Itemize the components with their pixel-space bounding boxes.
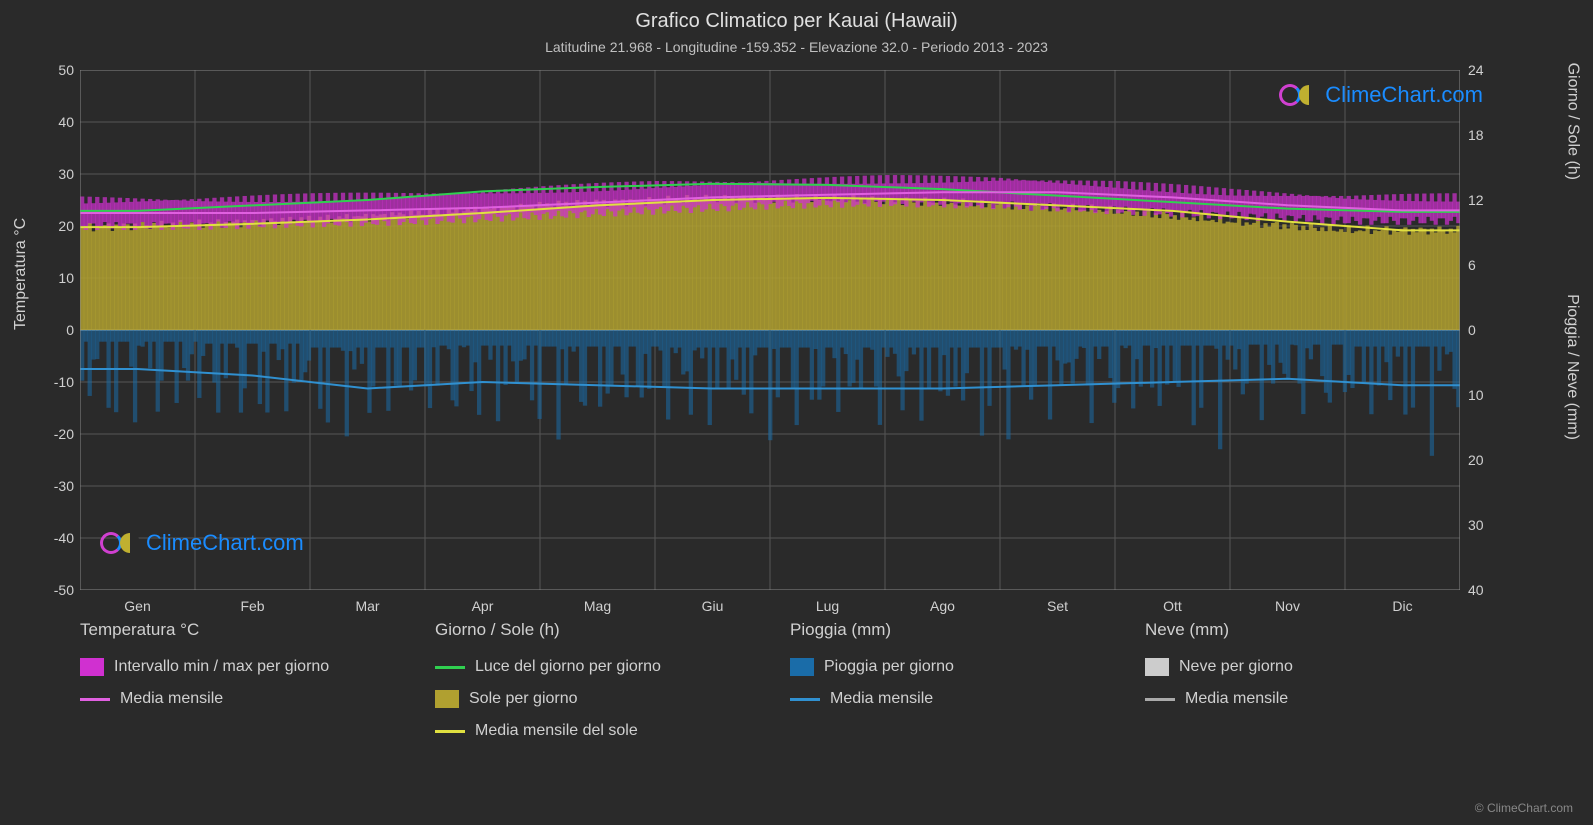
legend-label: Neve per giorno	[1179, 658, 1293, 676]
left-tick: -20	[34, 426, 74, 442]
left-tick: -30	[34, 478, 74, 494]
legend-swatch	[790, 698, 820, 701]
month-tick: Apr	[433, 598, 533, 614]
legend-item: Pioggia per giorno	[790, 658, 1145, 676]
right-tick-mm: 40	[1468, 582, 1508, 598]
month-tick: Giu	[663, 598, 763, 614]
right-tick-mm: 30	[1468, 517, 1508, 533]
legend-label: Media mensile	[120, 690, 223, 708]
month-tick: Ago	[893, 598, 993, 614]
legend-swatch	[435, 730, 465, 733]
legend-swatch	[80, 658, 104, 676]
month-tick: Nov	[1238, 598, 1338, 614]
chart-title: Grafico Climatico per Kauai (Hawaii)	[0, 0, 1593, 33]
plot-area	[80, 70, 1460, 590]
left-tick: 40	[34, 114, 74, 130]
legend-item: Media mensile	[790, 690, 1145, 708]
left-axis-label: Temperatura °C	[12, 218, 30, 330]
legend-label: Intervallo min / max per giorno	[114, 658, 329, 676]
month-tick: Gen	[88, 598, 188, 614]
legend-swatch	[1145, 658, 1169, 676]
legend-label: Media mensile	[1185, 690, 1288, 708]
legend-column: Temperatura °C Intervallo min / max per g…	[80, 620, 435, 740]
legend-swatch	[80, 698, 110, 701]
climate-chart: Grafico Climatico per Kauai (Hawaii) Lat…	[0, 0, 1593, 825]
legend-item: Media mensile	[80, 690, 435, 708]
legend-label: Pioggia per giorno	[824, 658, 954, 676]
plot-svg	[80, 70, 1460, 590]
legend-column: Pioggia (mm) Pioggia per giorno Media mens…	[790, 620, 1145, 740]
left-tick: 50	[34, 62, 74, 78]
legend-item: Neve per giorno	[1145, 658, 1500, 676]
legend-column: Neve (mm) Neve per giorno Media mensile	[1145, 620, 1500, 740]
left-tick: -10	[34, 374, 74, 390]
right-tick-hours: 6	[1468, 257, 1508, 273]
legend-header: Giorno / Sole (h)	[435, 620, 790, 640]
left-tick: 20	[34, 218, 74, 234]
right-axis-top-label: Giorno / Sole (h)	[1563, 63, 1581, 180]
legend-label: Luce del giorno per giorno	[475, 658, 661, 676]
month-tick: Lug	[778, 598, 878, 614]
left-tick: 30	[34, 166, 74, 182]
right-tick-hours: 12	[1468, 192, 1508, 208]
legend-item: Media mensile del sole	[435, 722, 790, 740]
month-tick: Ott	[1123, 598, 1223, 614]
right-tick-mm: 20	[1468, 452, 1508, 468]
legend-swatch	[1145, 698, 1175, 701]
right-tick-hours: 0	[1468, 322, 1508, 338]
logo-circle-icon	[1279, 84, 1301, 106]
legend-label: Media mensile	[830, 690, 933, 708]
left-tick: -40	[34, 530, 74, 546]
month-tick: Mar	[318, 598, 418, 614]
left-tick: 0	[34, 322, 74, 338]
legend: Temperatura °C Intervallo min / max per g…	[80, 620, 1500, 740]
watermark-text: ClimeChart.com	[146, 530, 304, 556]
watermark-bottom-left: ClimeChart.com	[100, 530, 304, 556]
legend-item: Media mensile	[1145, 690, 1500, 708]
right-tick-hours: 24	[1468, 62, 1508, 78]
month-tick: Feb	[203, 598, 303, 614]
month-tick: Set	[1008, 598, 1108, 614]
month-tick: Mag	[548, 598, 648, 614]
watermark-text: ClimeChart.com	[1325, 82, 1483, 108]
legend-item: Luce del giorno per giorno	[435, 658, 790, 676]
legend-label: Sole per giorno	[469, 690, 578, 708]
legend-column: Giorno / Sole (h) Luce del giorno per gio…	[435, 620, 790, 740]
legend-header: Pioggia (mm)	[790, 620, 1145, 640]
legend-item: Sole per giorno	[435, 690, 790, 708]
right-tick-mm: 10	[1468, 387, 1508, 403]
logo-sun-icon	[120, 533, 140, 553]
copyright: © ClimeChart.com	[1475, 801, 1573, 815]
watermark-top-right: ClimeChart.com	[1279, 82, 1483, 108]
legend-header: Temperatura °C	[80, 620, 435, 640]
legend-swatch	[435, 666, 465, 669]
legend-label: Media mensile del sole	[475, 722, 638, 740]
left-tick: 10	[34, 270, 74, 286]
legend-header: Neve (mm)	[1145, 620, 1500, 640]
legend-swatch	[790, 658, 814, 676]
logo-circle-icon	[100, 532, 122, 554]
right-axis-bottom-label: Pioggia / Neve (mm)	[1563, 294, 1581, 440]
month-tick: Dic	[1353, 598, 1453, 614]
legend-item: Intervallo min / max per giorno	[80, 658, 435, 676]
logo-sun-icon	[1299, 85, 1319, 105]
right-tick-hours: 18	[1468, 127, 1508, 143]
chart-subtitle: Latitudine 21.968 - Longitudine -159.352…	[0, 33, 1593, 55]
legend-swatch	[435, 690, 459, 708]
left-tick: -50	[34, 582, 74, 598]
